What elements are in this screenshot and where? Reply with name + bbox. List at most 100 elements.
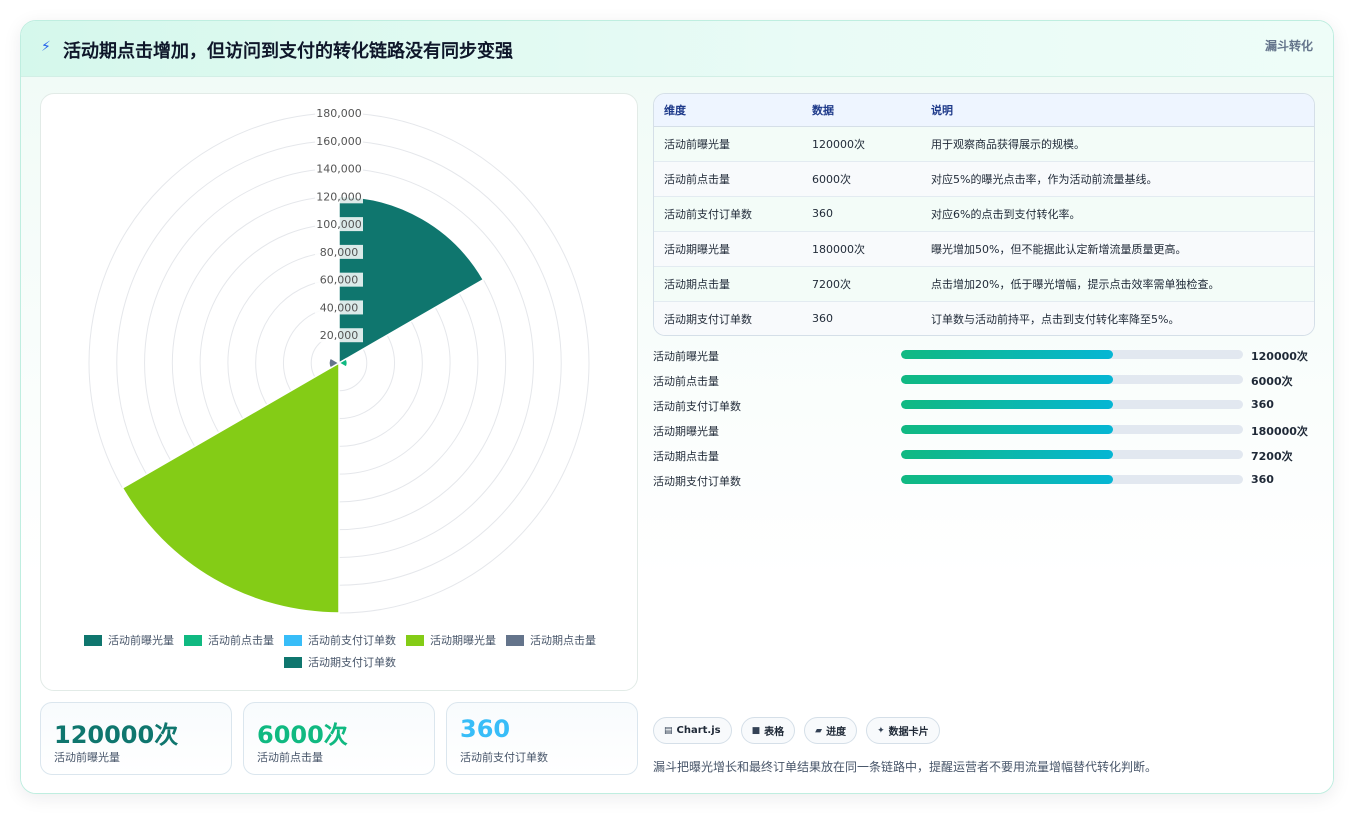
progress-fill — [901, 450, 1114, 459]
progress-value: 7200次 — [1251, 450, 1293, 463]
chart-icon: ▤ — [664, 725, 673, 736]
tick-label: 120,000 — [316, 190, 362, 203]
polar-chart-canvas: 20,000 40,000 60,000 80,000 100,000 120,000 14… — [88, 106, 590, 614]
badge-label: 数据卡片 — [888, 727, 929, 738]
table-header-cell: 说明 — [931, 94, 1314, 127]
progress-fill — [901, 375, 1114, 384]
table-cell: 订单数与活动前持平，点击到支付转化率降至5%。 — [931, 301, 1314, 335]
legend-label: 活动期曝光量 — [430, 634, 496, 647]
progress-row: 活动期点击量 7200次 — [653, 446, 1315, 464]
tick-label: 40,000 — [320, 301, 359, 314]
chart-legend: 活动前曝光量 活动前点击量 活动前支付订单数 活动期曝光量 活动期点击量活动期支付订单数 — [41, 632, 639, 670]
tick-label-bg — [315, 217, 363, 232]
stat-label: 活动前曝光量 — [54, 751, 120, 764]
legend-item[interactable]: 活动前点击量 — [184, 632, 274, 648]
tick-label-bg — [315, 161, 363, 176]
table-cell: 用于观察商品获得展示的规模。 — [931, 126, 1314, 162]
table-cell: 对应5%的曝光点击率，作为活动前流量基线。 — [931, 161, 1314, 197]
polar-segment — [121, 361, 340, 614]
stat-card: 6000次 活动前点击量 — [243, 702, 435, 775]
table-cell: 120000次 — [812, 126, 931, 162]
progress-value: 6000次 — [1251, 375, 1293, 388]
table-row: 活动期支付订单数 360 订单数与活动前持平，点击到支付转化率降至5%。 — [654, 301, 1314, 335]
table-header-cell: 维度 — [654, 94, 812, 127]
legend-item[interactable]: 活动前支付订单数 — [284, 632, 396, 648]
stat-value: 360 — [460, 715, 511, 743]
table-cell: 对应6%的点击到支付转化率。 — [931, 196, 1314, 232]
tick-label: 80,000 — [320, 246, 359, 259]
table-row: 活动期曝光量 180000次 曝光增加50%，但不能据此认定新增流量质量更高。 — [654, 231, 1314, 267]
table-cell: 6000次 — [812, 161, 931, 197]
progress-track — [901, 425, 1243, 434]
tech-badges: ▤ Chart.js ■ 表格 ▰ 进度 ✦ 数据卡片 — [653, 717, 949, 744]
progress-label: 活动期曝光量 — [653, 425, 719, 438]
category-tag: 漏斗转化 — [1264, 39, 1313, 53]
table-row: 活动前点击量 6000次 对应5%的曝光点击率，作为活动前流量基线。 — [654, 161, 1314, 197]
progress-track — [901, 400, 1243, 409]
badge-label: Chart.js — [676, 725, 721, 736]
badge-label: 进度 — [826, 727, 847, 738]
progress-value: 360 — [1251, 398, 1274, 411]
tick-label-bg — [315, 328, 363, 343]
polar-area-chart: 20,000 40,000 60,000 80,000 100,000 120,000 14… — [40, 93, 638, 691]
table-icon: ■ — [751, 725, 761, 736]
legend-item[interactable]: 活动期支付订单数 — [284, 654, 396, 670]
card-header: ⚡ 活动期点击增加，但访问到支付的转化链路没有同步变强 漏斗转化 — [21, 21, 1333, 77]
legend-label: 活动期支付订单数 — [308, 656, 396, 669]
badge-data-card: ✦ 数据卡片 — [866, 717, 940, 744]
table-cell: 活动前点击量 — [654, 161, 812, 197]
progress-value: 360 — [1251, 473, 1274, 486]
legend-item[interactable]: 活动期点击量 — [506, 632, 596, 648]
table-header-cell: 数据 — [812, 94, 931, 127]
table-cell: 活动前曝光量 — [654, 126, 812, 162]
legend-item[interactable]: 活动前曝光量 — [84, 632, 174, 648]
table-cell: 7200次 — [812, 266, 931, 302]
table-row: 活动期点击量 7200次 点击增加20%，低于曝光增幅，提示点击效率需单独检查。 — [654, 266, 1314, 302]
data-table: 维度 数据 说明 活动前曝光量 120000次 用于观察商品获得展示的规模。 活… — [653, 93, 1315, 336]
stat-card: 360 活动前支付订单数 — [446, 702, 638, 775]
progress-row: 活动前点击量 6000次 — [653, 371, 1315, 389]
tick-label-bg — [315, 300, 363, 315]
polar-segment — [328, 356, 341, 370]
table-cell: 180000次 — [812, 231, 931, 267]
tick-label: 160,000 — [316, 135, 362, 148]
table-cell: 曝光增加50%，但不能据此认定新增流量质量更高。 — [931, 231, 1314, 267]
legend-swatch — [506, 634, 524, 646]
progress-track — [901, 450, 1243, 459]
legend-label: 活动前曝光量 — [108, 634, 174, 647]
badge-label: 表格 — [764, 727, 785, 738]
legend-label: 活动前支付订单数 — [308, 634, 396, 647]
tick-label-bg — [315, 272, 363, 287]
legend-swatch — [184, 634, 202, 646]
badge-progress: ▰ 进度 — [804, 717, 858, 744]
legend-swatch — [284, 634, 302, 646]
progress-fill — [901, 425, 1114, 434]
progress-fill — [901, 475, 1114, 484]
progress-label: 活动前曝光量 — [653, 350, 719, 363]
footnote: 漏斗把曝光增长和最终订单结果放在同一条链路中，提醒运营者不要用流量增幅替代转化判… — [653, 760, 1158, 774]
progress-fill — [901, 400, 1114, 409]
stat-value: 6000次 — [257, 721, 348, 749]
page-title: 活动期点击增加，但访问到支付的转化链路没有同步变强 — [63, 41, 513, 62]
tick-label-bg — [315, 133, 363, 148]
tick-label-bg — [315, 244, 363, 259]
tick-label: 20,000 — [320, 329, 359, 342]
progress-track — [901, 375, 1243, 384]
progress-fill — [901, 350, 1114, 359]
legend-swatch — [84, 634, 102, 646]
progress-row: 活动期支付订单数 360 — [653, 471, 1315, 489]
dashboard-card: ⚡ 活动期点击增加，但访问到支付的转化链路没有同步变强 漏斗转化 20,000 4… — [20, 20, 1334, 794]
progress-value: 120000次 — [1251, 350, 1308, 363]
tick-label: 180,000 — [316, 107, 362, 120]
tick-label: 140,000 — [316, 163, 362, 176]
legend-label: 活动期点击量 — [530, 634, 596, 647]
table-cell: 360 — [812, 196, 931, 232]
progress-row: 活动前支付订单数 360 — [653, 396, 1315, 414]
badge-chartjs: ▤ Chart.js — [653, 717, 732, 744]
stat-value: 120000次 — [54, 721, 179, 749]
tick-label-bg — [315, 106, 363, 120]
progress-value: 180000次 — [1251, 425, 1308, 438]
progress-row: 活动期曝光量 180000次 — [653, 421, 1315, 439]
legend-item[interactable]: 活动期曝光量 — [406, 632, 496, 648]
progress-track — [901, 475, 1243, 484]
